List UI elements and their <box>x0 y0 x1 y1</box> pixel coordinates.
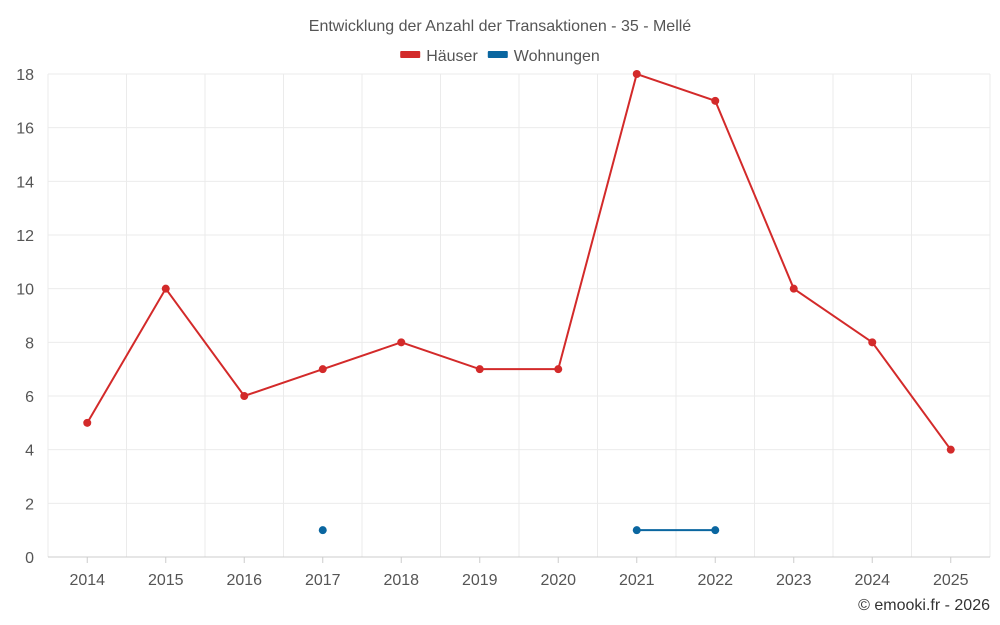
series-layer <box>83 70 955 535</box>
data-point[interactable] <box>711 526 720 535</box>
x-axis: 2014 2015 2016 2017 2018 2019 2020 2021 2022 2023… <box>69 557 969 589</box>
x-tick-label: 2021 <box>619 572 655 589</box>
data-point[interactable] <box>240 392 249 400</box>
x-tick-label: 2019 <box>462 572 498 589</box>
y-axis: 0 2 4 6 8 10 12 14 16 18 <box>16 67 34 567</box>
x-tick-label: 2017 <box>305 572 341 589</box>
data-point[interactable] <box>161 284 170 293</box>
x-tick-label: 2016 <box>226 572 262 589</box>
y-tick-label: 10 <box>16 282 34 299</box>
data-point[interactable] <box>397 338 406 347</box>
y-tick-label: 4 <box>25 443 34 460</box>
grid <box>47 73 991 558</box>
legend-swatch <box>400 51 421 58</box>
legend: Häuser Wohnungen <box>400 48 600 65</box>
x-tick-label: 2022 <box>697 572 733 589</box>
x-tick-label: 2023 <box>776 572 812 589</box>
data-point[interactable] <box>868 338 877 347</box>
x-tick-label: 2020 <box>540 572 576 589</box>
data-point[interactable] <box>789 284 798 293</box>
x-tick-label: 2015 <box>148 572 184 589</box>
x-tick-label: 2025 <box>933 572 969 589</box>
x-tick-label: 2014 <box>69 572 105 589</box>
y-tick-label: 18 <box>16 67 34 84</box>
data-point[interactable] <box>632 526 641 535</box>
y-tick-label: 6 <box>25 389 34 406</box>
legend-label: Häuser <box>426 48 478 65</box>
data-point[interactable] <box>711 96 720 105</box>
series-line <box>86 72 952 451</box>
legend-swatch <box>487 51 508 58</box>
x-tick-label: 2024 <box>854 572 890 589</box>
legend-label: Wohnungen <box>514 48 600 65</box>
series-häuser <box>83 70 955 454</box>
y-tick-label: 16 <box>16 121 34 138</box>
y-tick-label: 12 <box>16 228 34 245</box>
data-point[interactable] <box>946 445 955 454</box>
x-tick-label: 2018 <box>383 572 419 589</box>
data-point[interactable] <box>318 526 327 535</box>
y-tick-label: 8 <box>25 335 34 352</box>
data-point[interactable] <box>632 70 641 78</box>
data-point[interactable] <box>83 418 92 427</box>
series-wohnungen <box>318 526 720 535</box>
y-tick-label: 0 <box>25 550 34 567</box>
data-point[interactable] <box>318 365 327 374</box>
chart-title: Entwicklung der Anzahl der Transaktionen… <box>309 18 692 35</box>
y-tick-label: 2 <box>25 496 34 513</box>
y-tick-label: 14 <box>16 174 34 191</box>
data-point[interactable] <box>475 365 484 374</box>
data-point[interactable] <box>554 365 563 374</box>
credit-text: © emooki.fr - 2026 <box>858 597 990 614</box>
